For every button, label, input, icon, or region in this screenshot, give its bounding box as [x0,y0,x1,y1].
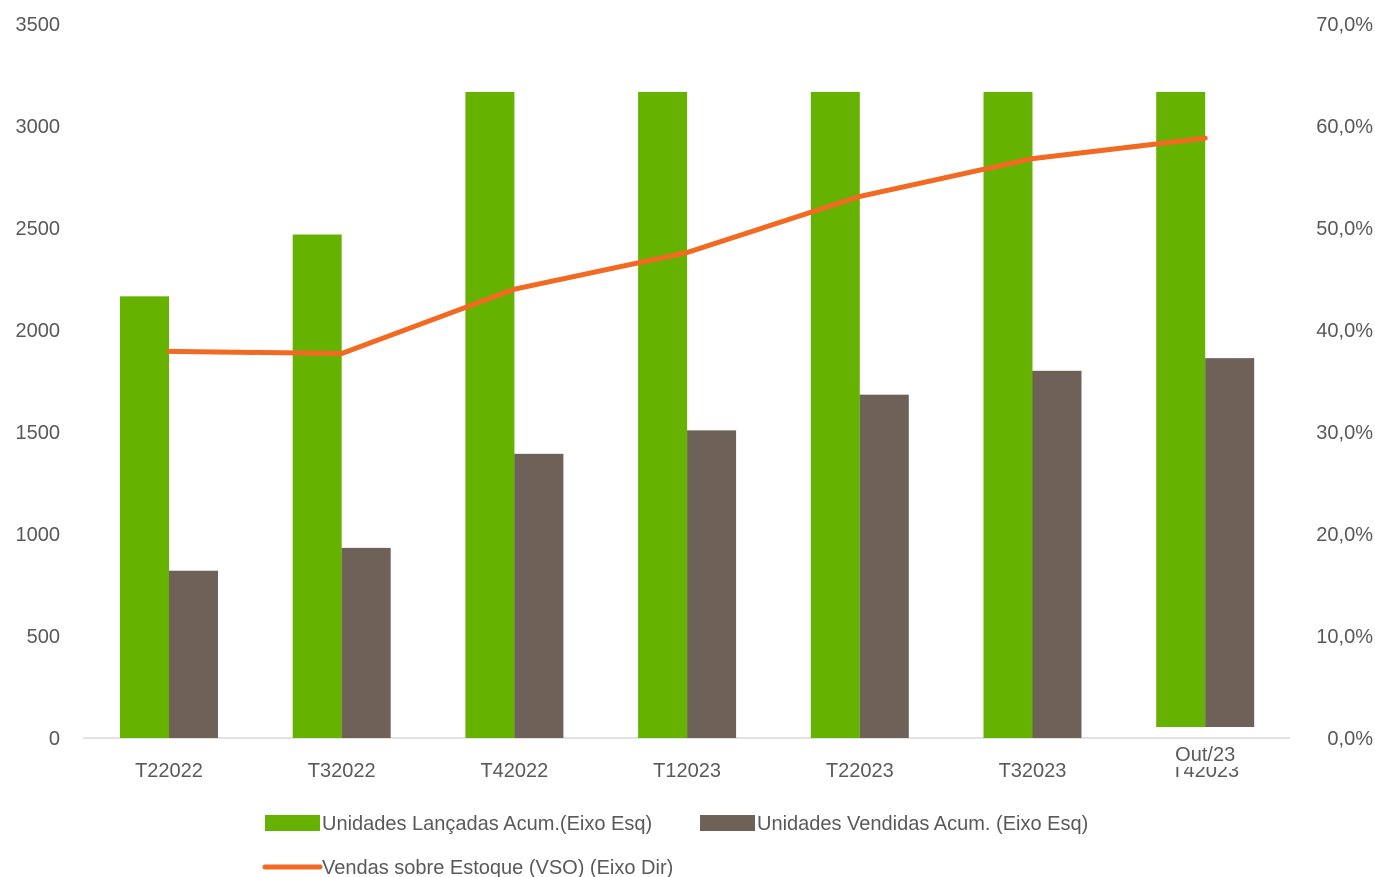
left-tick-label: 2000 [16,320,61,342]
left-axis-ticks: 0 500 1000 1500 2000 2500 3000 3500 [16,14,61,750]
left-tick-label: 2500 [16,218,61,240]
bar-vendidas [169,570,218,738]
bar-lancadas [1156,91,1206,727]
vso-line [166,135,1208,356]
bar-lancadas [120,296,169,738]
legend-swatch-lancadas [265,815,320,831]
left-tick-label: 500 [27,626,60,648]
category-label: T12023 [653,760,721,782]
bar-vendidas [859,394,909,738]
category-labels: T22022 T32022 T42022 T12023 T22023 T32023 T420… [135,741,1258,782]
right-tick-label: 0,0% [1327,728,1373,750]
left-tick-label: 1500 [16,422,61,444]
legend: Unidades Lançadas Acum.(Eixo Esq) Unidade… [262,813,1088,877]
right-tick-label: 30,0% [1316,422,1373,444]
bar-lancadas [292,234,342,738]
right-tick-label: 70,0% [1316,14,1373,36]
bar-lancadas [638,91,688,738]
overlay-label-box [1153,741,1258,767]
left-tick-label: 0 [49,728,60,750]
bar-marks [120,91,1255,738]
legend-label-lancadas: Unidades Lançadas Acum.(Eixo Esq) [322,813,652,835]
bar-vendidas [687,430,737,738]
right-tick-label: 50,0% [1316,218,1373,240]
right-tick-label: 60,0% [1316,116,1373,138]
category-label: T42022 [480,760,548,782]
bar-lancadas [465,91,515,738]
overlay-category-label: Out/23 [1175,744,1235,766]
right-axis-ticks: 0,0% 10,0% 20,0% 30,0% 40,0% 50,0% 60,0% 70,0% [1316,14,1373,750]
bar-vendidas [1205,358,1255,727]
bar-vendidas [1032,370,1082,738]
legend-label-vso: Vendas sobre Estoque (VSO) (Eixo Dir) [322,857,673,877]
left-tick-label: 3000 [16,116,61,138]
category-label: T32022 [308,760,376,782]
category-label: T22023 [826,760,894,782]
left-tick-label: 1000 [16,524,61,546]
bar-vendidas [341,547,391,738]
right-tick-label: 10,0% [1316,626,1373,648]
legend-swatch-vendidas [700,815,755,831]
left-tick-label: 3500 [16,14,61,36]
right-tick-label: 40,0% [1316,320,1373,342]
legend-label-vendidas: Unidades Vendidas Acum. (Eixo Esq) [757,813,1088,835]
right-tick-label: 20,0% [1316,524,1373,546]
category-label: T22022 [135,760,203,782]
bar-vendidas [514,453,564,738]
category-label: T32023 [999,760,1067,782]
bar-lancadas [810,91,860,738]
bar-lancadas [983,91,1033,738]
